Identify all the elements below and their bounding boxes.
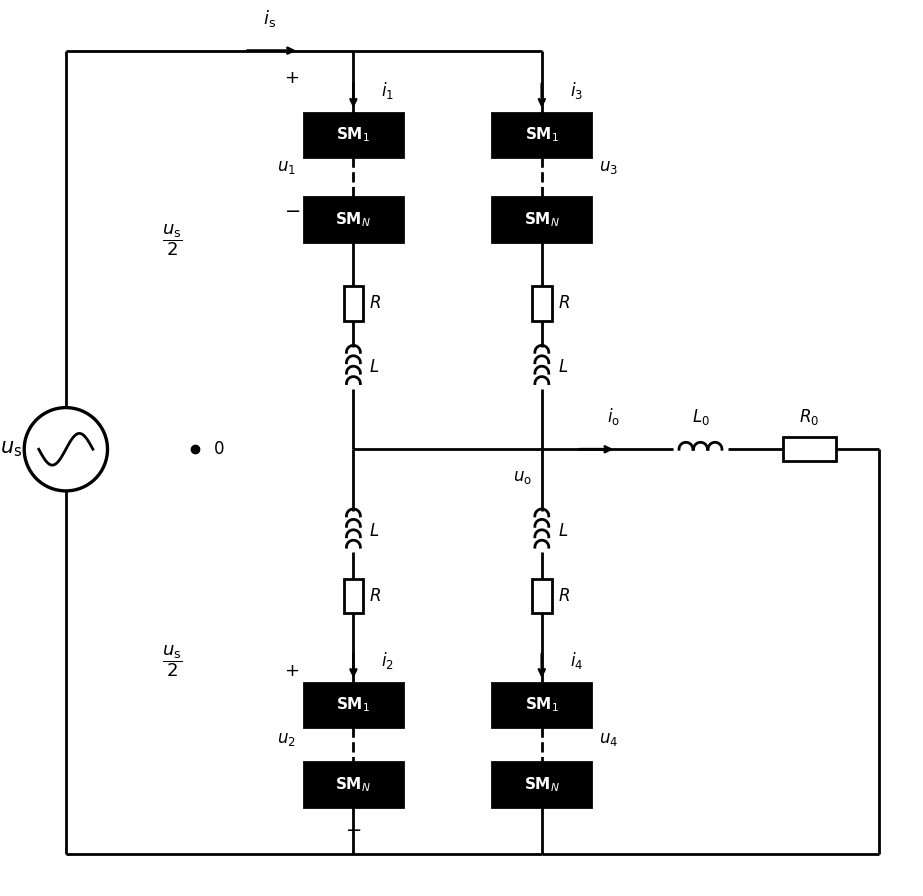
Text: $\mathit{i}_{3}$: $\mathit{i}_{3}$ (569, 81, 582, 101)
Text: $\mathit{L}$: $\mathit{L}$ (369, 359, 379, 376)
Text: $\mathit{u}_{1}$: $\mathit{u}_{1}$ (277, 159, 296, 176)
Bar (492, 197, 592, 242)
Text: $\mathit{L}_{0}$: $\mathit{L}_{0}$ (691, 408, 710, 427)
Text: $\mathbf{SM}_{N}$: $\mathbf{SM}_{N}$ (335, 210, 371, 228)
Bar (492, 683, 592, 728)
Text: $\mathit{R}$: $\mathit{R}$ (557, 588, 569, 605)
Text: $\mathbf{SM}_{1}$: $\mathbf{SM}_{1}$ (525, 696, 558, 714)
Bar (304, 683, 403, 728)
Text: $\mathbf{SM}_{1}$: $\mathbf{SM}_{1}$ (525, 125, 558, 144)
Text: $\mathit{u}_{\mathrm{o}}$: $\mathit{u}_{\mathrm{o}}$ (513, 469, 532, 486)
Bar (532, 579, 552, 614)
Text: $\mathit{u}_{2}$: $\mathit{u}_{2}$ (277, 731, 296, 748)
Text: $\mathbf{SM}_{1}$: $\mathbf{SM}_{1}$ (336, 125, 370, 144)
Text: $\mathit{u}_{3}$: $\mathit{u}_{3}$ (599, 159, 618, 176)
Bar (304, 197, 403, 242)
Text: $\mathbf{SM}_{N}$: $\mathbf{SM}_{N}$ (524, 775, 560, 794)
Text: $\mathit{R}$: $\mathit{R}$ (369, 295, 381, 312)
Text: $\mathit{L}$: $\mathit{L}$ (557, 359, 568, 376)
Bar (304, 113, 403, 157)
Bar (492, 113, 592, 157)
Bar (492, 762, 592, 806)
Text: $\dfrac{\mathit{u}_{\mathrm{s}}}{2}$: $\dfrac{\mathit{u}_{\mathrm{s}}}{2}$ (162, 222, 183, 258)
Text: $\mathit{R}$: $\mathit{R}$ (369, 588, 381, 605)
Text: $\mathit{L}$: $\mathit{L}$ (557, 523, 568, 540)
Text: $\mathbf{SM}_{1}$: $\mathbf{SM}_{1}$ (336, 696, 370, 714)
Text: $\mathit{u}_{\mathrm{s}}$: $\mathit{u}_{\mathrm{s}}$ (0, 439, 22, 460)
Text: $\mathit{L}$: $\mathit{L}$ (369, 523, 379, 540)
Text: $\mathbf{SM}_{N}$: $\mathbf{SM}_{N}$ (524, 210, 560, 228)
Text: $\mathit{u}_{4}$: $\mathit{u}_{4}$ (599, 731, 618, 748)
Text: $0$: $0$ (212, 441, 224, 458)
Text: $\mathbf{SM}_{N}$: $\mathbf{SM}_{N}$ (335, 775, 371, 794)
Text: $\dfrac{\mathit{u}_{\mathrm{s}}}{2}$: $\dfrac{\mathit{u}_{\mathrm{s}}}{2}$ (162, 643, 183, 679)
Text: $\mathit{i}_{\mathrm{s}}$: $\mathit{i}_{\mathrm{s}}$ (263, 8, 276, 29)
Text: $\mathit{i}_{2}$: $\mathit{i}_{2}$ (381, 650, 394, 671)
Text: $\mathit{i}_{4}$: $\mathit{i}_{4}$ (569, 650, 583, 671)
Bar (783, 437, 836, 461)
Text: $\mathit{i}_{1}$: $\mathit{i}_{1}$ (381, 81, 394, 101)
Text: $\mathit{i}_{\mathrm{o}}$: $\mathit{i}_{\mathrm{o}}$ (606, 407, 619, 427)
Text: $\mathit{R}$: $\mathit{R}$ (557, 295, 569, 312)
Bar (532, 286, 552, 321)
Bar (343, 579, 364, 614)
Text: $\mathit{R}_{0}$: $\mathit{R}_{0}$ (799, 408, 820, 427)
Text: $+$: $+$ (284, 69, 299, 88)
Bar (304, 762, 403, 806)
Text: $-$: $-$ (345, 819, 362, 838)
Text: $-$: $-$ (283, 200, 300, 219)
Bar (343, 286, 364, 321)
Text: $+$: $+$ (284, 662, 299, 680)
